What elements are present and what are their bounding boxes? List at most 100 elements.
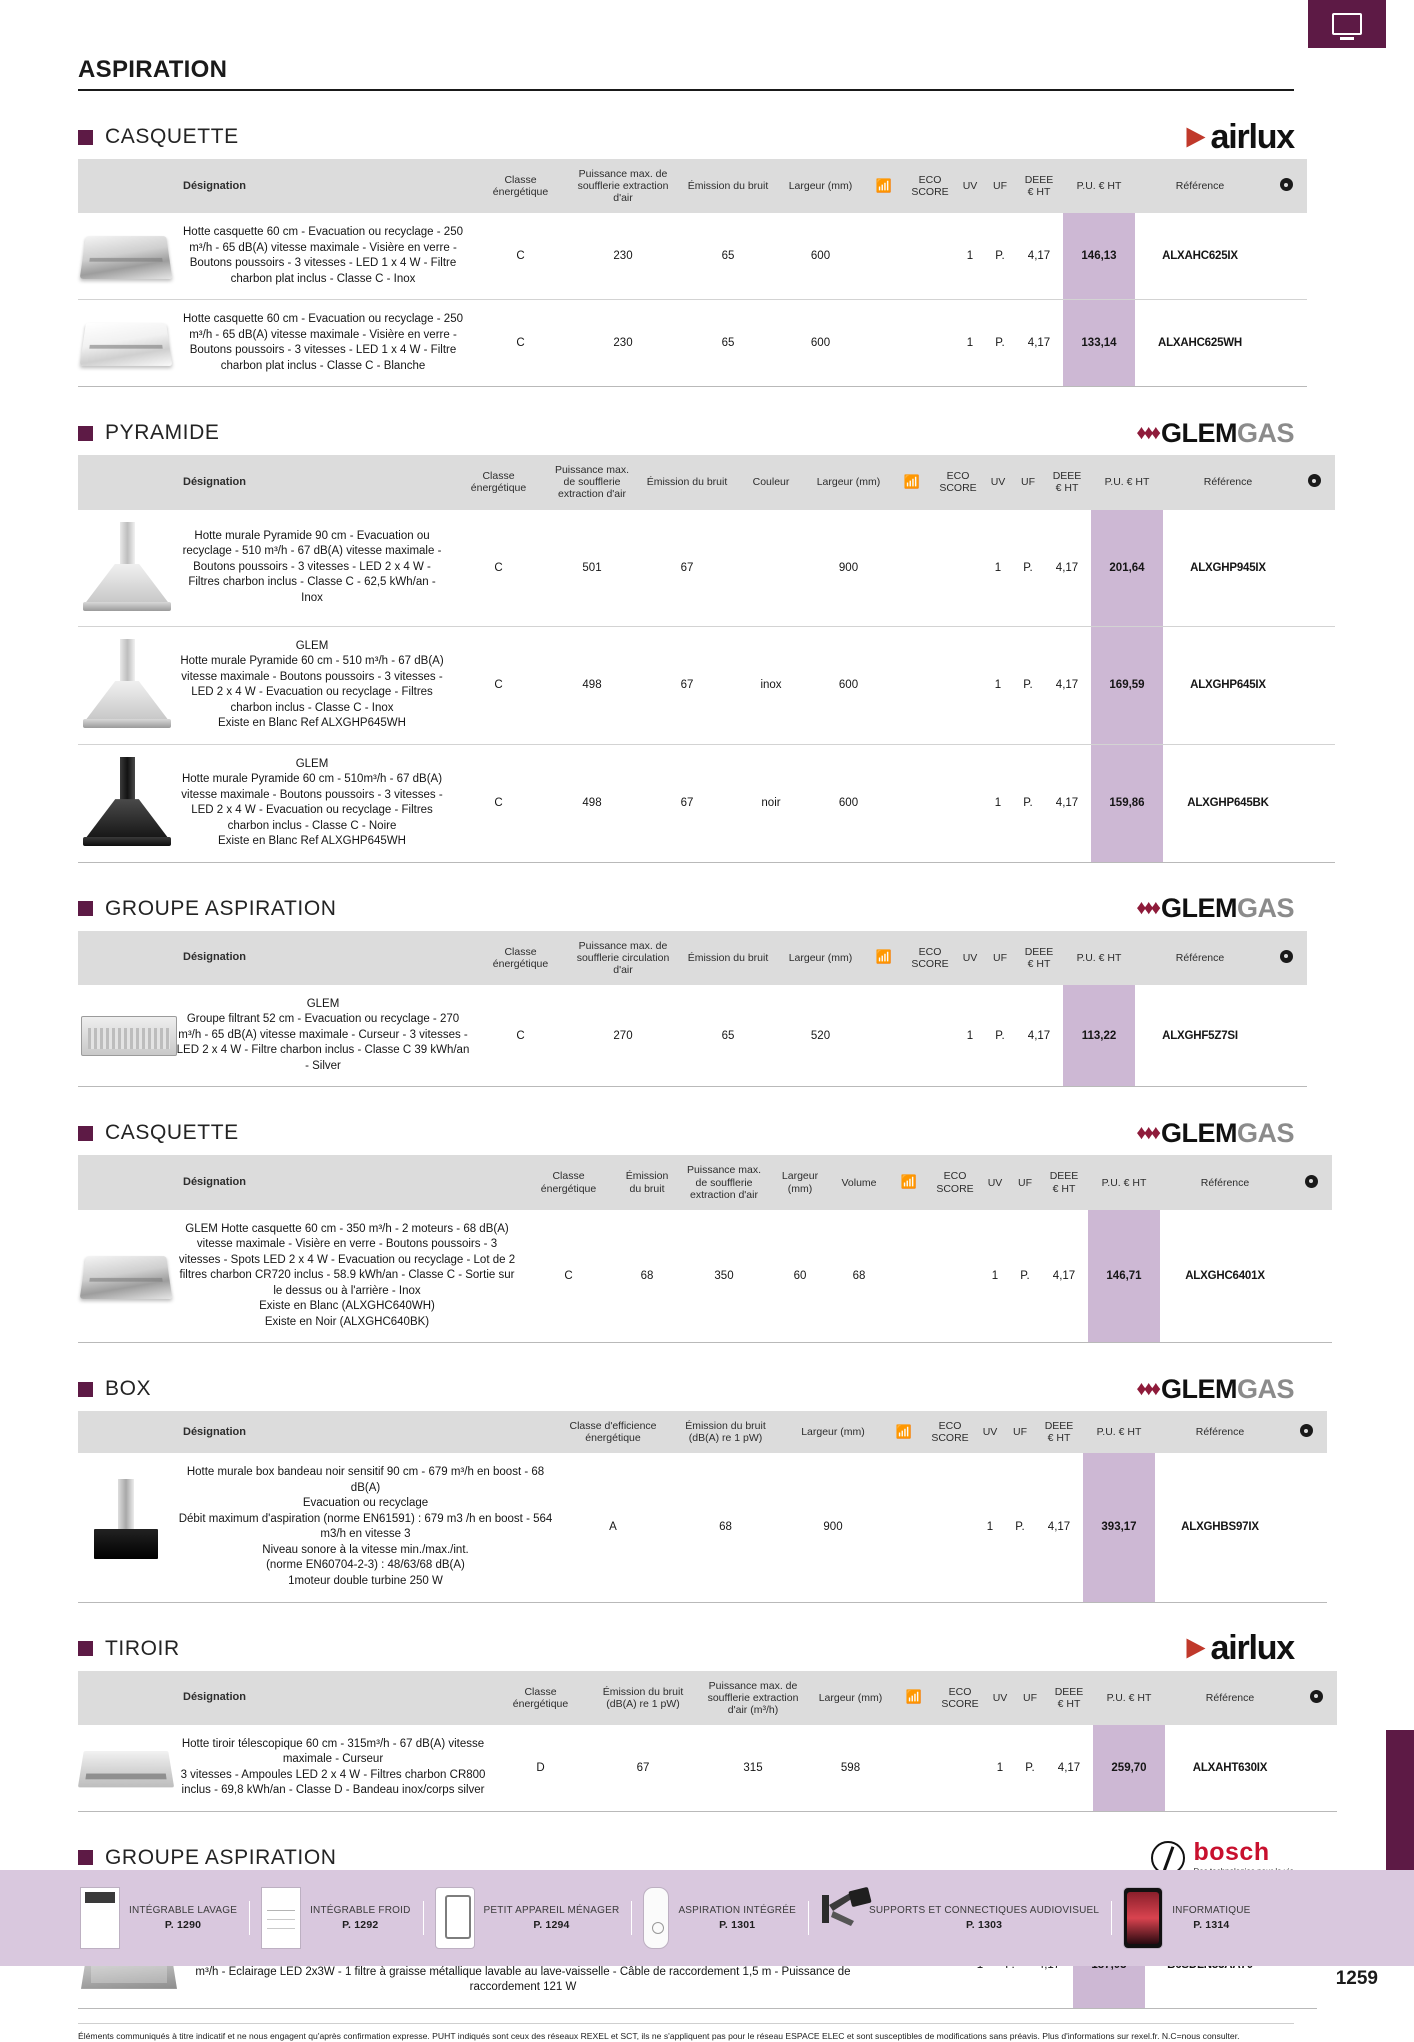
recycle-icon (1265, 930, 1307, 985)
cell-largeur: 900 (806, 509, 891, 627)
cell-deee: 4,17 (1043, 626, 1091, 745)
footer-nav-text: ASPIRATION INTÉGRÉE P. 1301 (678, 1904, 796, 1932)
th-puissance: Puissance max. de soufflerie extraction … (546, 455, 638, 510)
section-header: CASQUETTE airlux (78, 117, 1295, 157)
cell-puissance: 230 (568, 213, 678, 301)
cell-classe: C (451, 509, 546, 627)
cell-reference[interactable]: ALXGHP945IX (1163, 509, 1293, 627)
table-row[interactable]: Hotte casquette 60 cm - Evacuation ou re… (78, 213, 1307, 301)
th-designation: Désignation (173, 1155, 521, 1210)
cell-deee: 4,17 (1035, 1453, 1083, 1603)
cell-puissance: 501 (546, 509, 638, 627)
th-classe-energetique: Classe énergétique (451, 455, 546, 510)
th-emission-bruit: Émission du bruit (678, 930, 778, 985)
product-description: GLEM Hotte casquette 60 cm - 350 m³/h - … (173, 1209, 521, 1344)
table-row[interactable]: GLEM Hotte murale Pyramide 60 cm - 510m³… (78, 744, 1335, 863)
footer-nav-item-petit-appareil-menager[interactable]: PETIT APPAREIL MÉNAGER P. 1294 (422, 1887, 632, 1949)
product-description: GLEM Hotte murale Pyramide 60 cm - 510 m… (173, 626, 451, 745)
th-puissance: Puissance max. de soufflerie extraction … (568, 159, 678, 214)
th-deee: DEEE€ HT (1043, 455, 1091, 510)
square-bullet-icon (78, 1850, 93, 1866)
section-label: TIROIR (105, 1636, 180, 1660)
footer-nav-item-supports-connectiques[interactable]: SUPPORTS ET CONNECTIQUES AUDIOVISUEL P. … (807, 1887, 1111, 1949)
footer-nav-item-integrable-lavage[interactable]: INTÉGRABLE LAVAGE P. 1290 (68, 1887, 249, 1949)
product-description: GLEM Hotte murale Pyramide 60 cm - 510m³… (173, 744, 451, 863)
th-classe-energetique: Classe énergétique (473, 159, 568, 214)
section-tab-indicator[interactable] (1308, 0, 1386, 48)
cell-reference[interactable]: ALXGHP645BK (1163, 744, 1293, 863)
th-reference: Référence (1155, 1411, 1285, 1454)
th-uv: UV (975, 1411, 1005, 1454)
table-row[interactable]: Hotte tiroir télescopique 60 cm - 315m³/… (77, 1724, 1337, 1812)
table-row[interactable]: Hotte murale Pyramide 90 cm - Evacuation… (78, 509, 1335, 627)
cell-bruit: 67 (588, 1724, 698, 1812)
cell-wifi (883, 1453, 925, 1603)
cell-reference[interactable]: ALXAHC625IX (1135, 213, 1265, 301)
hood-casquette-glem-inox-icon (79, 1256, 172, 1299)
section-casquette-airlux: CASQUETTE airlux Désignation Classe éner… (78, 117, 1307, 388)
wifi-icon: 📶 (891, 455, 933, 510)
cell-uv: 1 (980, 1209, 1010, 1344)
cell-bruit: 67 (638, 509, 736, 627)
cell-reference[interactable]: ALXAHT630IX (1165, 1724, 1295, 1812)
wifi-icon: 📶 (863, 930, 905, 985)
section-groupe-aspiration-glemgas: GROUPE ASPIRATION ♦♦♦ GLEM GAS Désignation… (78, 889, 1307, 1088)
th-prix: P.U. € HT (1091, 455, 1163, 510)
footer-nav-text: INTÉGRABLE LAVAGE P. 1290 (129, 1904, 237, 1932)
section-label: GROUPE ASPIRATION (105, 1845, 337, 1869)
th-largeur: Largeur (mm) (783, 1411, 883, 1454)
table-row[interactable]: Hotte casquette 60 cm - Evacuation ou re… (78, 299, 1307, 388)
product-thumbnail (78, 1453, 173, 1603)
cell-wifi (891, 744, 933, 863)
cell-reference[interactable]: ALXAHC625WH (1135, 299, 1265, 388)
cell-reference[interactable]: ALXGHBS97IX (1155, 1453, 1285, 1603)
th-reference: Référence (1160, 1155, 1290, 1210)
page-content: ASPIRATION CASQUETTE airlux Désignation (77, 0, 1337, 2042)
product-thumbnail (78, 509, 173, 627)
cell-uv: 1 (983, 509, 1013, 627)
dishwasher-icon (80, 1887, 120, 1949)
cell-wifi (863, 299, 905, 388)
cell-uv: 1 (983, 626, 1013, 745)
square-bullet-icon (78, 1641, 93, 1656)
cell-deee: 4,17 (1045, 1724, 1093, 1812)
table-row[interactable]: GLEM Hotte casquette 60 cm - 350 m³/h - … (78, 1209, 1332, 1344)
footer-nav-item-integrable-froid[interactable]: INTÉGRABLE FROID P. 1292 (249, 1887, 422, 1949)
cell-puissance: 350 (678, 1209, 770, 1344)
cell-reference[interactable]: ALXGHC6401X (1160, 1209, 1290, 1344)
crown-icon: ♦♦♦ (1136, 1377, 1161, 1400)
triangle-icon (1186, 127, 1206, 147)
th-designation: Désignation (173, 930, 473, 985)
cell-uv: 1 (983, 744, 1013, 863)
cell-price: 201,64 (1091, 509, 1163, 627)
cell-reference[interactable]: ALXGHP645IX (1163, 626, 1293, 745)
th-emission-bruit: Émission du bruit (638, 455, 736, 510)
cell-eco (905, 984, 955, 1088)
hood-tiroir-telescopique-icon (77, 1750, 175, 1788)
cell-puissance: 498 (546, 744, 638, 863)
footer-nav-page: P. 1292 (342, 1918, 379, 1931)
th-largeur: Largeur (mm) (808, 1670, 893, 1725)
section-name: GROUPE ASPIRATION (78, 1846, 337, 1870)
th-emission-bruit: Émission du bruit (616, 1155, 678, 1210)
product-thumbnail (78, 626, 173, 745)
cell-uv: 1 (975, 1453, 1005, 1603)
footer-nav-item-informatique[interactable]: INFORMATIQUE P. 1314 (1111, 1887, 1262, 1949)
cell-reference[interactable]: ALXGHF5Z7SI (1135, 984, 1265, 1088)
recycle-icon (1265, 159, 1307, 214)
page-number: 1259 (1335, 1968, 1378, 1989)
th-uf: UF (1010, 1155, 1040, 1210)
table-row[interactable]: Hotte murale box bandeau noir sensitif 9… (78, 1453, 1327, 1603)
brand-logo-glemgas: ♦♦♦ GLEM GAS (1136, 417, 1294, 448)
product-table: Désignation Classe énergétique Puissance… (78, 455, 1335, 863)
cell-wifi (891, 626, 933, 745)
table-row[interactable]: GLEM Hotte murale Pyramide 60 cm - 510 m… (78, 626, 1335, 745)
table-row[interactable]: GLEM Groupe filtrant 52 cm - Evacuation … (78, 984, 1307, 1088)
table-header-row: Désignation Classe énergétique Émission … (78, 1670, 1337, 1725)
th-reference: Référence (1135, 159, 1265, 214)
cell-largeur: 900 (783, 1453, 883, 1603)
cell-wifi (863, 213, 905, 301)
footer-nav-item-aspiration-integree[interactable]: ASPIRATION INTÉGRÉE P. 1301 (631, 1887, 808, 1949)
th-designation: Désignation (173, 1670, 493, 1725)
